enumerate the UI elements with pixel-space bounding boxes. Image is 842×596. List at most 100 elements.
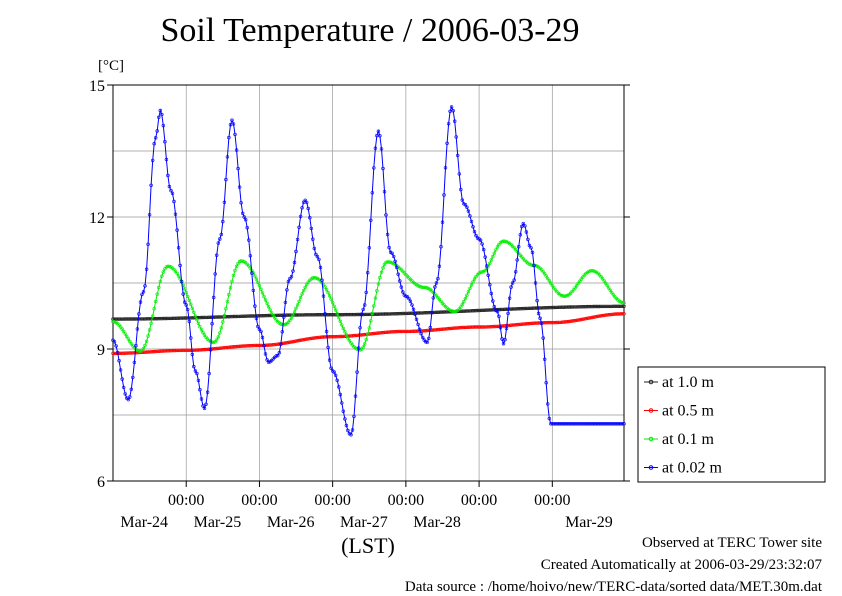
data-point — [533, 321, 538, 325]
data-point — [208, 348, 213, 352]
data-point — [622, 312, 626, 316]
data-point — [274, 342, 278, 347]
data-point — [468, 286, 472, 291]
data-point — [123, 392, 127, 396]
data-point — [315, 313, 320, 317]
data-point — [170, 191, 175, 196]
data-point — [442, 327, 446, 331]
data-point — [533, 306, 538, 310]
data-point — [343, 417, 347, 421]
data-point — [620, 312, 625, 316]
data-point — [213, 315, 217, 319]
data-point — [202, 347, 207, 352]
data-point — [430, 311, 434, 315]
data-point — [414, 317, 419, 321]
data-point — [472, 309, 477, 313]
data-point — [480, 270, 484, 274]
data-point — [266, 305, 271, 309]
data-point — [253, 274, 257, 278]
data-point — [379, 147, 384, 151]
data-point — [367, 326, 371, 330]
data-point — [303, 285, 307, 290]
data-point — [173, 316, 178, 320]
data-point — [172, 316, 176, 320]
data-point — [521, 306, 525, 311]
data-point — [172, 348, 176, 353]
data-point — [300, 313, 304, 317]
data-point — [262, 294, 266, 299]
data-point — [619, 312, 623, 316]
data-point — [390, 330, 394, 334]
data-point — [131, 351, 135, 355]
data-point — [600, 313, 605, 318]
data-point — [341, 409, 345, 413]
data-point — [582, 422, 586, 426]
data-point — [512, 278, 516, 282]
data-point — [306, 206, 310, 211]
data-point — [315, 335, 320, 340]
data-point — [552, 422, 556, 426]
data-point — [359, 347, 364, 351]
data-point — [545, 320, 550, 325]
data-point — [425, 328, 429, 333]
data-point — [469, 283, 474, 287]
data-point — [427, 336, 431, 341]
data-point — [359, 333, 364, 337]
data-point — [506, 311, 510, 316]
data-point — [413, 329, 417, 333]
data-point — [179, 279, 184, 284]
data-point — [436, 327, 440, 332]
data-point — [434, 281, 439, 285]
data-point — [298, 214, 303, 219]
data-point — [196, 321, 201, 326]
data-point — [503, 239, 507, 244]
data-point — [120, 327, 124, 331]
data-point — [143, 350, 147, 354]
data-point — [292, 260, 297, 265]
data-point — [588, 316, 593, 320]
data-point — [468, 309, 472, 313]
data-point — [230, 279, 234, 284]
series-line — [113, 313, 624, 354]
data-point — [129, 351, 134, 355]
data-point — [213, 347, 217, 351]
data-point — [263, 313, 268, 318]
data-point — [547, 416, 551, 421]
data-point — [407, 311, 411, 315]
data-point — [483, 255, 487, 259]
data-point — [378, 134, 382, 138]
data-point — [465, 205, 469, 209]
data-point — [492, 251, 496, 255]
data-point — [274, 354, 278, 358]
data-point — [356, 346, 361, 350]
data-point — [337, 385, 341, 389]
data-point — [619, 304, 623, 308]
data-point — [395, 329, 399, 334]
data-point — [121, 385, 126, 390]
data-point — [445, 141, 449, 146]
data-point — [593, 304, 597, 309]
x-tick-label-time: 00:00 — [168, 492, 204, 509]
data-point — [199, 328, 204, 332]
data-point — [419, 332, 423, 336]
data-point — [443, 166, 448, 170]
data-point — [289, 275, 294, 279]
data-point — [408, 329, 413, 334]
data-point — [224, 177, 228, 182]
series-at-0-1-m — [111, 239, 626, 353]
data-point — [542, 357, 547, 361]
data-point — [527, 321, 532, 326]
data-point — [305, 282, 309, 287]
data-point — [587, 422, 591, 426]
data-point — [155, 129, 159, 133]
data-point — [468, 325, 472, 329]
x-tick-label-date: Mar-27 — [340, 514, 388, 531]
data-point — [349, 433, 353, 437]
data-point — [381, 266, 385, 270]
data-point — [279, 342, 283, 346]
data-point — [372, 304, 376, 308]
data-point — [195, 371, 199, 376]
data-point — [260, 291, 265, 295]
data-point — [334, 373, 338, 377]
data-point — [448, 326, 452, 331]
